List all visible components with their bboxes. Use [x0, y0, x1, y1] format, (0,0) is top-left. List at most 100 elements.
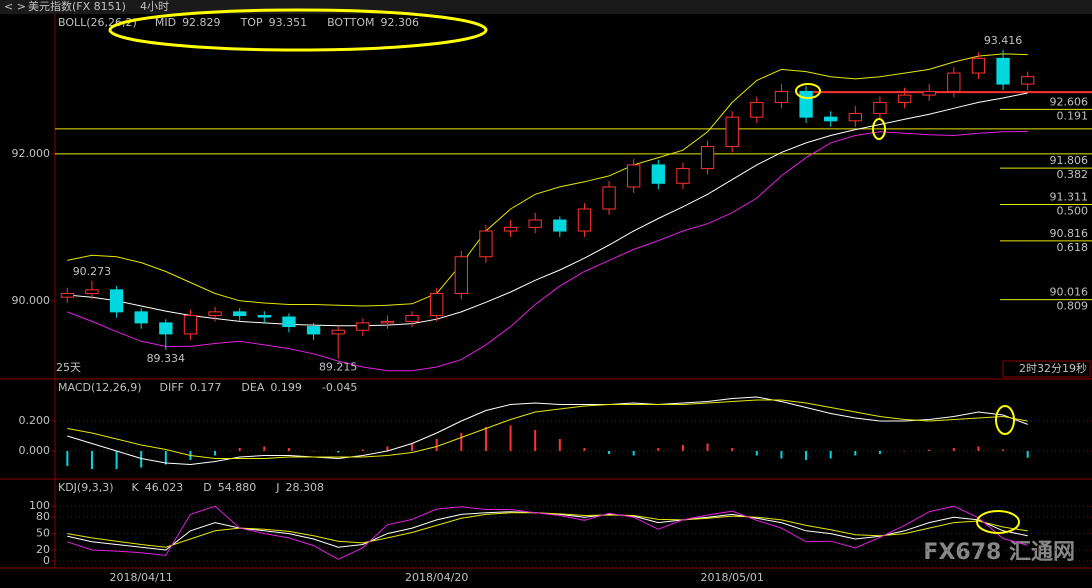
- histogram-bar: [878, 450, 881, 454]
- histogram-bar: [263, 446, 266, 451]
- histogram-bar: [287, 447, 290, 451]
- y-tick-label: 0.000: [19, 444, 51, 457]
- candle-body: [60, 292, 74, 298]
- countdown: 2时32分19秒: [1019, 361, 1087, 375]
- legend-name: DEA: [241, 381, 264, 394]
- legend-value: -0.045: [322, 381, 357, 394]
- histogram-bar: [706, 443, 709, 451]
- candle-body: [897, 94, 912, 103]
- period[interactable]: 4小时: [140, 0, 169, 13]
- y-tick-label: 0.200: [19, 414, 51, 427]
- legend-value: 0.199: [270, 381, 302, 394]
- legend-name: BOTTOM: [327, 16, 374, 29]
- x-tick-label: 2018/05/01: [700, 571, 763, 584]
- candle-body: [848, 112, 862, 122]
- candle-body: [774, 90, 789, 103]
- histogram-bar: [805, 450, 808, 460]
- y-tick-label: 92.000: [12, 147, 51, 160]
- candle-body: [331, 329, 345, 335]
- histogram-bar: [780, 450, 783, 459]
- candle-body: [971, 57, 986, 74]
- candle-body: [183, 315, 198, 335]
- legend-value: 46.023: [145, 481, 184, 494]
- histogram-bar: [386, 446, 389, 451]
- y-tick-label: 0: [43, 554, 50, 567]
- legend-value: 92.306: [380, 16, 419, 29]
- histogram-bar: [238, 447, 241, 451]
- fib-price: 90.016: [1050, 286, 1089, 299]
- series-line: [67, 130, 1028, 372]
- extreme-label: 89.215: [319, 361, 358, 374]
- y-tick-label: 90.000: [12, 294, 51, 307]
- candle-body: [282, 316, 296, 328]
- histogram-bar: [854, 450, 857, 456]
- fib-ratio: 0.809: [1057, 300, 1089, 313]
- histogram-bar: [657, 447, 660, 451]
- series-line: [67, 53, 1028, 307]
- histogram-bar: [731, 447, 734, 451]
- legend-value: 93.351: [269, 16, 308, 29]
- legend-name: D: [203, 481, 211, 494]
- fib-price: 91.806: [1050, 154, 1089, 167]
- histogram-bar: [755, 450, 758, 456]
- candle-body: [947, 72, 961, 92]
- fib-ratio: 0.500: [1057, 205, 1089, 218]
- histogram-bar: [558, 438, 561, 451]
- histogram-bar: [608, 450, 611, 454]
- candle-body: [306, 326, 321, 335]
- candle-body: [479, 230, 493, 258]
- histogram-bar: [977, 446, 980, 451]
- candle-body: [356, 322, 370, 331]
- nav-arrows[interactable]: < >: [4, 0, 26, 13]
- span-label: 25天: [56, 361, 81, 374]
- x-tick-label: 2018/04/20: [405, 571, 468, 584]
- candle-body: [85, 289, 99, 294]
- extreme-label: 90.273: [73, 265, 112, 278]
- candle-body: [700, 146, 715, 170]
- histogram-bar: [1026, 450, 1029, 458]
- histogram-bar: [90, 450, 93, 469]
- candle-body: [430, 292, 444, 317]
- histogram-bar: [66, 450, 69, 466]
- histogram-bar: [411, 443, 414, 451]
- candle-body: [824, 116, 838, 122]
- histogram-bar: [509, 425, 512, 451]
- histogram-bar: [140, 450, 143, 468]
- candle-body: [725, 116, 739, 148]
- highlight-ellipse: [976, 510, 1020, 534]
- x-tick-label: 2018/04/11: [109, 571, 172, 584]
- histogram-bar: [337, 450, 340, 453]
- highlight-ellipse: [872, 118, 886, 140]
- legend-value: 54.880: [218, 481, 257, 494]
- series-line: [67, 92, 1028, 327]
- candle-body: [1021, 76, 1035, 85]
- histogram-bar: [361, 449, 364, 451]
- candle-body: [208, 311, 222, 317]
- extreme-label: 93.416: [984, 34, 1023, 47]
- candle-body: [159, 322, 173, 335]
- candle-body: [922, 90, 936, 96]
- candle-body: [873, 101, 887, 114]
- histogram-bar: [952, 447, 955, 451]
- fib-ratio: 0.382: [1057, 168, 1089, 181]
- legend-name: DIFF: [160, 381, 184, 394]
- legend-name: K: [132, 481, 140, 494]
- extreme-label: 89.334: [147, 352, 186, 365]
- histogram-bar: [164, 450, 167, 465]
- histogram-bar: [829, 450, 832, 459]
- highlight-ellipse: [795, 83, 821, 99]
- fib-price: 92.606: [1050, 95, 1089, 108]
- candle-body: [676, 168, 690, 184]
- fib-ratio: 0.618: [1057, 241, 1089, 254]
- histogram-bar: [312, 450, 315, 452]
- candle-body: [602, 186, 616, 210]
- candle-body: [233, 311, 247, 317]
- y-tick-label: 50: [36, 527, 50, 540]
- histogram-bar: [681, 444, 684, 451]
- histogram-bar: [903, 450, 906, 452]
- indicator-name: MACD(12,26,9): [58, 381, 142, 394]
- histogram-bar: [460, 432, 463, 451]
- legend-name: TOP: [240, 16, 263, 29]
